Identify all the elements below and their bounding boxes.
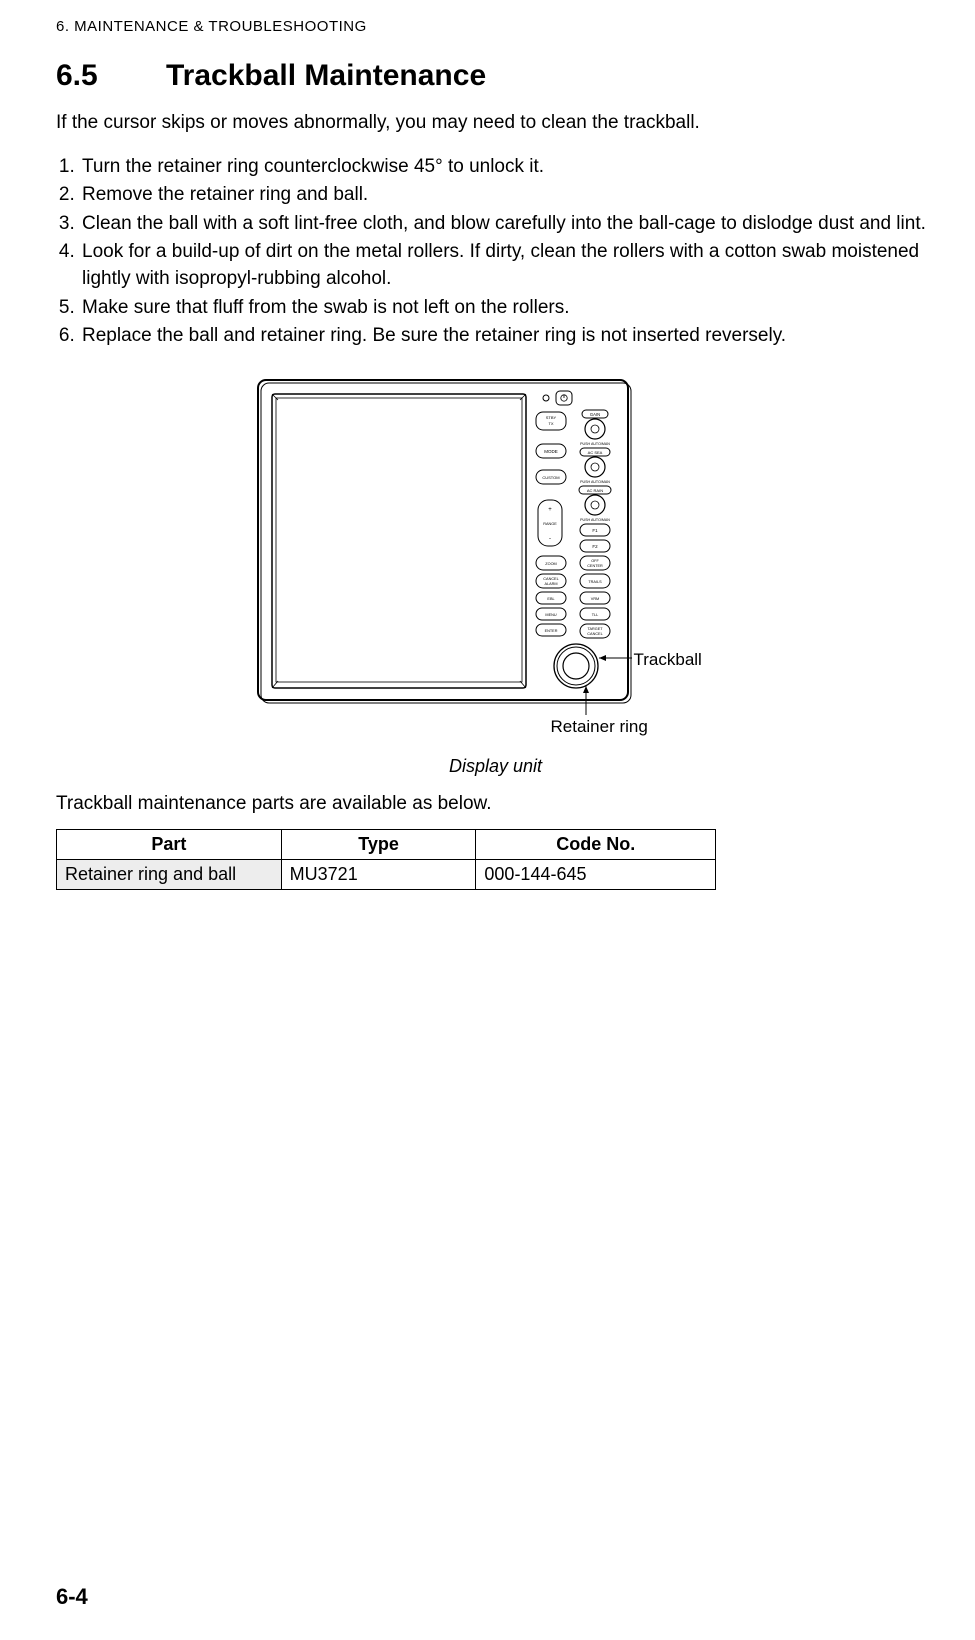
ebl-label: EBL <box>547 597 554 601</box>
stby-tx-label: STBY <box>545 415 556 420</box>
menu-label: MENU <box>545 613 556 617</box>
step-item: Replace the ball and retainer ring. Be s… <box>80 323 935 350</box>
svg-text:ALARM: ALARM <box>544 582 557 586</box>
push-auto-label: PUSH AUTO/MAN <box>580 442 610 446</box>
table-header-row: Part Type Code No. <box>57 829 716 859</box>
svg-text:TX: TX <box>548 421 553 426</box>
figure-caption: Display unit <box>56 756 935 777</box>
chapter-header: 6. MAINTENANCE & TROUBLESHOOTING <box>56 18 935 35</box>
f1-label: F1 <box>592 528 598 533</box>
ac-rain-label: AC RAIN <box>586 488 602 493</box>
svg-text:PUSH AUTO/MAN: PUSH AUTO/MAN <box>580 518 610 522</box>
col-part: Part <box>57 829 282 859</box>
svg-text:CANCEL: CANCEL <box>587 632 602 636</box>
svg-text:PUSH AUTO/MAN: PUSH AUTO/MAN <box>580 480 610 484</box>
step-item: Remove the retainer ring and ball. <box>80 182 935 209</box>
intro-paragraph: If the cursor skips or moves abnormally,… <box>56 111 935 136</box>
trackball-ball <box>563 653 589 679</box>
procedure-list: Turn the retainer ring counterclockwise … <box>56 154 935 350</box>
display-unit-figure: Trackball Retainer ring STBY TX GAIN <box>186 372 806 742</box>
step-item: Clean the ball with a soft lint-free clo… <box>80 211 935 238</box>
parts-table: Part Type Code No. Retainer ring and bal… <box>56 829 716 890</box>
page-number: 6-4 <box>56 1584 88 1610</box>
svg-text:CANCEL: CANCEL <box>543 577 558 581</box>
gain-label: GAIN <box>589 412 599 417</box>
section-number: 6.5 <box>56 59 166 93</box>
range-label: RANGE <box>543 522 557 526</box>
step-item: Look for a build-up of dirt on the metal… <box>80 239 935 292</box>
step-item: Turn the retainer ring counterclockwise … <box>80 154 935 181</box>
annotation-trackball: Trackball <box>634 650 702 670</box>
svg-text:-: - <box>549 536 551 542</box>
enter-label: ENTER <box>544 629 557 633</box>
vrm-label: VRM <box>590 597 598 601</box>
step-item: Make sure that fluff from the swab is no… <box>80 295 935 322</box>
trails-label: TRAILS <box>588 580 602 584</box>
section-name: Trackball Maintenance <box>166 59 486 92</box>
svg-text:OFF: OFF <box>591 559 599 563</box>
cell-code: 000-144-645 <box>476 859 716 889</box>
annotation-retainer: Retainer ring <box>551 717 648 737</box>
cell-part: Retainer ring and ball <box>57 859 282 889</box>
mode-label: MODE <box>544 449 558 454</box>
tll-label: TLL <box>591 613 598 617</box>
cell-type: MU3721 <box>281 859 476 889</box>
f2-label: F2 <box>592 544 598 549</box>
display-unit-svg: STBY TX GAIN PUSH AUTO/MAN MODE AC SEA P… <box>186 372 806 742</box>
section-title: 6.5Trackball Maintenance <box>56 59 935 93</box>
col-type: Type <box>281 829 476 859</box>
ac-sea-label: AC SEA <box>587 450 602 455</box>
table-intro: Trackball maintenance parts are availabl… <box>56 793 935 815</box>
custom-label: CUSTOM <box>542 475 559 480</box>
zoom-label: ZOOM <box>545 562 556 566</box>
table-row: Retainer ring and ball MU3721 000-144-64… <box>57 859 716 889</box>
col-code: Code No. <box>476 829 716 859</box>
svg-text:TARGET: TARGET <box>587 627 603 631</box>
svg-text:+: + <box>548 507 552 513</box>
svg-text:CENTER: CENTER <box>587 564 603 568</box>
